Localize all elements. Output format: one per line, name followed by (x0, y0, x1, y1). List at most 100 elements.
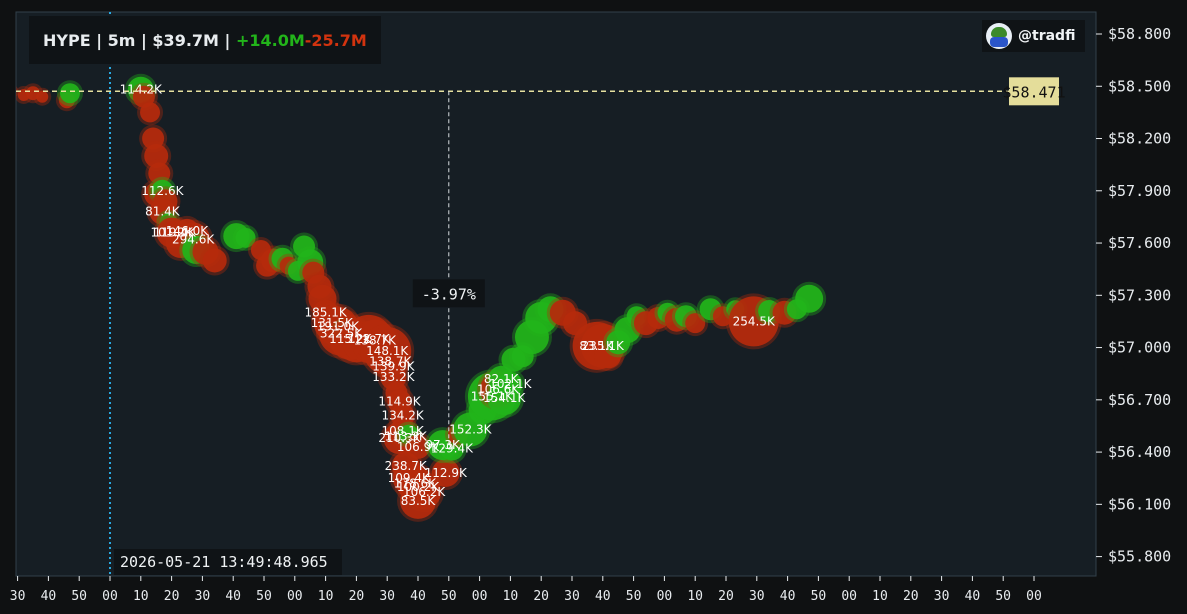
drawdown-badge (412, 279, 485, 308)
trade-size-label: 119.4K (154, 226, 197, 240)
trade-size-label: 134.2K (381, 408, 424, 422)
trade-size-label: 235.1K (582, 339, 625, 353)
trade-bubble-core (36, 90, 49, 103)
x-tick-label: 30 (749, 589, 765, 604)
trade-bubble-sell (428, 455, 463, 490)
trade-size-label: 109.4K (388, 471, 431, 485)
avatar (986, 23, 1012, 49)
trade-size-label: 106.2K (403, 485, 446, 499)
trade-size-label: 83.1K (579, 339, 615, 353)
y-axis: $55.800 $56.100 $56.400 $56.700 $57.000 $57.3… (1096, 25, 1171, 566)
trade-size-label: 154.1K (483, 391, 526, 405)
separator: | (135, 30, 153, 50)
trade-bubble-core (400, 482, 436, 519)
y-tick-label: $55.800 (1108, 548, 1171, 566)
trade-size-label: 108.1K (381, 424, 424, 438)
y-tick-label: $56.700 (1108, 391, 1171, 409)
trade-size-label: 122.7K (348, 332, 391, 346)
author-badge[interactable]: @tradfi (982, 20, 1085, 52)
time-cursor-label: 2026-05-21 13:49:48.965 (120, 553, 328, 571)
trade-size-label: 131.5K (311, 316, 354, 330)
trade-size-label: 82.1K (484, 372, 520, 386)
time-cursor-badge (114, 549, 342, 575)
trade-size-label: 101.2K (150, 226, 193, 240)
trade-size-label: 115.2K (329, 332, 372, 346)
trade-size-label: 155.1K (471, 389, 514, 403)
trade-size-label: 113.3K (385, 429, 428, 443)
x-tick-label: 50 (71, 589, 87, 604)
trade-labels-layer: 114.2K 112.6K 81.4K 101.2K119.4K146.0K294.6… (120, 83, 776, 508)
trade-size-label: 106.9K (397, 440, 440, 454)
ticker-header: HYPE | 5m | $39.7M | +14.0M -25.7M (29, 16, 381, 64)
separator: | (218, 30, 236, 50)
x-tick-label: 30 (195, 589, 211, 604)
y-tick-label: $56.100 (1108, 495, 1171, 513)
trade-bubble-core (498, 372, 523, 397)
x-tick-label: 30 (934, 589, 950, 604)
trade-bubble-buy (56, 80, 83, 107)
trades-layer (0, 73, 827, 522)
trade-size-label: 138.7K (369, 354, 412, 368)
x-axis: 20 30 40 50 00 10 20 30 40 50 00 10 20 30 40 50 00 10 20 30… (10, 576, 1042, 604)
trade-size-label: 97.3K (425, 438, 461, 452)
y-tick-label: $56.400 (1108, 443, 1171, 461)
x-tick-label: 00 (1026, 589, 1042, 604)
current-price-label: $58.471 (1002, 83, 1065, 101)
x-tick-label: 00 (841, 589, 857, 604)
trade-size-label: 146.0K (166, 224, 209, 238)
lines-layer: $58.471 2026-05-21 13:49:48.965 -3.97% (16, 12, 1066, 576)
trade-bubble-buy (495, 369, 526, 400)
trade-bubble-core (0, 86, 4, 96)
x-tick-label: 00 (102, 589, 118, 604)
trade-bubble-core (685, 313, 706, 334)
trade-size-label: 322.5K (320, 327, 363, 341)
trade-size-label: 294.6K (172, 233, 215, 247)
x-tick-label: 40 (965, 589, 981, 604)
separator: | (90, 30, 108, 50)
trade-size-label: 102.1K (489, 377, 532, 391)
x-tick-label: 50 (995, 589, 1011, 604)
x-tick-label: 30 (379, 589, 395, 604)
total-volume: $39.7M (152, 30, 219, 50)
x-tick-label: 00 (287, 589, 303, 604)
trade-bubble-buy (232, 224, 259, 251)
trade-size-label: 152.3K (449, 422, 492, 436)
buy-volume: +14.0M (235, 30, 305, 50)
trade-size-label: 139.9K (372, 360, 415, 374)
trade-bubble-core (144, 143, 169, 168)
trade-bubble-core (406, 434, 430, 459)
trade-bubble-core (132, 85, 155, 108)
x-tick-label: 20 (349, 589, 365, 604)
current-price-badge (1009, 77, 1059, 106)
trade-bubble-sell (33, 87, 52, 106)
trade-size-label: 148.1K (366, 344, 409, 358)
x-tick-label: 50 (256, 589, 272, 604)
trade-size-label: 133.2K (372, 370, 415, 384)
x-tick-label: 40 (410, 589, 426, 604)
trade-bubble-glow (0, 83, 7, 99)
x-tick-label: 30 (564, 589, 580, 604)
x-tick-label: 10 (318, 589, 334, 604)
trade-size-label: 138.7K (354, 334, 397, 348)
trade-size-label: 178.6K (394, 476, 437, 490)
y-tick-label: $57.300 (1108, 286, 1171, 304)
trade-size-label: 100.2K (397, 480, 440, 494)
y-tick-label: $57.000 (1108, 339, 1171, 357)
x-tick-label: 40 (225, 589, 241, 604)
trade-size-label: 106.6K (477, 382, 520, 396)
author-handle: @tradfi (1018, 28, 1076, 44)
trade-bubble-core (140, 102, 161, 123)
y-tick-label: $57.900 (1108, 182, 1171, 200)
x-tick-label: 10 (687, 589, 703, 604)
trade-bubble-core (59, 83, 80, 104)
x-tick-label: 50 (626, 589, 642, 604)
trade-bubble-sell (0, 83, 7, 99)
trade-size-label: 238.7K (385, 459, 428, 473)
x-tick-label: 20 (718, 589, 734, 604)
trade-bubble-core (202, 248, 227, 273)
x-tick-label: 40 (595, 589, 611, 604)
x-tick-label: 50 (811, 589, 827, 604)
trade-bubble-buy (792, 281, 827, 316)
x-tick-label: 50 (441, 589, 457, 604)
